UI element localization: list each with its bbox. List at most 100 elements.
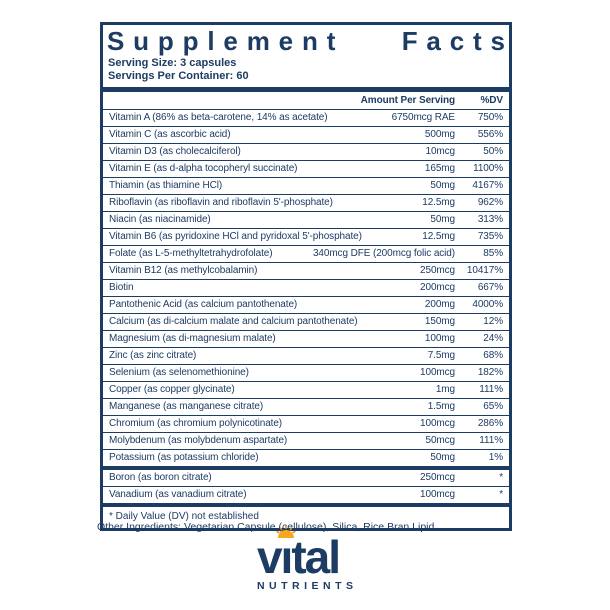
nutrient-amount: 10mcg — [425, 146, 455, 157]
nutrient-row: Thiamin (as thiamine HCl) 50mg 4167% — [103, 178, 509, 195]
nutrient-dv: 12% — [483, 316, 503, 327]
serving-info: Serving Size: 3 capsules Servings Per Co… — [103, 57, 509, 83]
brand-logo: v ı tal NUTRIENTS — [256, 526, 353, 592]
nutrient-dv: 10417% — [466, 265, 503, 276]
sun-icon — [276, 526, 296, 538]
brand-name: v ı tal — [256, 526, 353, 583]
nutrient-dv: 68% — [483, 350, 503, 361]
nutrient-name: Vitamin B12 (as methylcobalamin) — [109, 265, 258, 276]
nutrient-row: Potassium (as potassium chloride) 50mg 1… — [103, 450, 509, 466]
nutrient-name: Vitamin D3 (as cholecalciferol) — [109, 146, 241, 157]
other-ingredients: Other Ingredients: Vegetarian Capsule (c… — [97, 521, 438, 533]
nutrient-amount: 50mg — [430, 180, 455, 191]
nutrient-amount: 7.5mg — [427, 350, 455, 361]
nutrient-row: Copper (as copper glycinate) 1mg 111% — [103, 382, 509, 399]
nutrient-dv: 111% — [479, 384, 503, 395]
nutrient-name: Manganese (as manganese citrate) — [109, 401, 264, 412]
facts-title-word-2: Facts — [401, 26, 514, 56]
facts-title: Supplement Facts — [103, 25, 509, 57]
nutrient-name: Thiamin (as thiamine HCl) — [109, 180, 223, 191]
column-header-row: Amount Per Serving %DV — [103, 92, 509, 110]
brand-letter-i: ı — [276, 526, 296, 583]
nutrient-amount: 250mcg — [420, 472, 455, 483]
brand-letters-tal: tal — [291, 531, 341, 583]
nutrient-dv: * — [499, 472, 503, 483]
nutrient-dv: 50% — [483, 146, 503, 157]
nutrient-dv: 556% — [477, 129, 503, 140]
nutrient-dv: 24% — [483, 333, 503, 344]
nutrient-name: Vitamin E (as d-alpha tocopheryl succina… — [109, 163, 298, 174]
no-dv-section-divider — [103, 466, 509, 470]
brand-subtext: NUTRIENTS — [257, 580, 353, 592]
supplement-facts-panel: Supplement Facts Serving Size: 3 capsule… — [100, 22, 512, 531]
nutrient-name: Biotin — [109, 282, 134, 293]
nutrient-row: Molybdenum (as molybdenum aspartate) 50m… — [103, 433, 509, 450]
nutrient-row: Magnesium (as di-magnesium malate) 100mg… — [103, 331, 509, 348]
amount-per-serving-header: Amount Per Serving — [360, 95, 455, 106]
nutrient-dv: 4167% — [472, 180, 503, 191]
nutrient-amount: 50mg — [430, 452, 455, 463]
nutrient-dv: 1100% — [473, 163, 503, 174]
brand-letter-v: v — [256, 531, 283, 583]
serving-size: Serving Size: 3 capsules — [108, 57, 237, 69]
nutrient-name: Selenium (as selenomethionine) — [109, 367, 249, 378]
nutrient-row: Vanadium (as vanadium citrate) 100mcg * — [103, 487, 509, 503]
nutrient-row: Vitamin A (86% as beta-carotene, 14% as … — [103, 110, 509, 127]
nutrient-amount: 250mcg — [420, 265, 455, 276]
nutrient-name: Chromium (as chromium polynicotinate) — [109, 418, 283, 429]
dv-footnote: * Daily Value (DV) not established — [109, 511, 259, 522]
no-dv-nutrient-rows: Boron (as boron citrate) 250mcg * Vanadi… — [103, 470, 509, 503]
nutrient-row: Riboflavin (as riboflavin and riboflavin… — [103, 195, 509, 212]
nutrient-dv: 111% — [479, 435, 503, 446]
nutrient-dv: 735% — [477, 231, 503, 242]
nutrient-name: Riboflavin (as riboflavin and riboflavin… — [109, 197, 333, 208]
nutrient-amount: 340mcg DFE (200mcg folic acid) — [312, 248, 455, 259]
nutrient-row: Pantothenic Acid (as calcium pantothenat… — [103, 297, 509, 314]
nutrient-row: Manganese (as manganese citrate) 1.5mg 6… — [103, 399, 509, 416]
nutrient-dv: 750% — [477, 112, 503, 123]
nutrient-row: Boron (as boron citrate) 250mcg * — [103, 470, 509, 487]
nutrient-amount: 12.5mg — [422, 231, 455, 242]
nutrient-amount: 6750mcg RAE — [391, 112, 455, 123]
nutrient-name: Boron (as boron citrate) — [109, 472, 212, 483]
nutrient-amount: 1mg — [435, 384, 455, 395]
nutrient-row: Vitamin D3 (as cholecalciferol) 10mcg 50… — [103, 144, 509, 161]
nutrient-name: Vanadium (as vanadium citrate) — [109, 489, 247, 500]
servings-per-container: Servings Per Container: 60 — [108, 70, 249, 82]
nutrient-row: Selenium (as selenomethionine) 100mcg 18… — [103, 365, 509, 382]
nutrient-name: Pantothenic Acid (as calcium pantothenat… — [109, 299, 298, 310]
nutrient-name: Zinc (as zinc citrate) — [109, 350, 197, 361]
nutrient-row: Vitamin B6 (as pyridoxine HCl and pyrido… — [103, 229, 509, 246]
brand-letter-i-stem: ı — [280, 531, 294, 583]
nutrient-row: Biotin 200mcg 667% — [103, 280, 509, 297]
nutrient-name: Molybdenum (as molybdenum aspartate) — [109, 435, 288, 446]
nutrient-dv: 85% — [483, 248, 503, 259]
nutrient-row: Folate (as L-5-methyltetrahydrofolate) 3… — [103, 246, 509, 263]
nutrient-name: Vitamin C (as ascorbic acid) — [109, 129, 231, 140]
nutrient-row: Vitamin E (as d-alpha tocopheryl succina… — [103, 161, 509, 178]
nutrient-row: Calcium (as di-calcium malate and calciu… — [103, 314, 509, 331]
nutrient-amount: 1.5mg — [427, 401, 455, 412]
nutrient-amount: 50mcg — [425, 435, 455, 446]
nutrient-amount: 100mg — [424, 333, 455, 344]
nutrient-name: Vitamin A (86% as beta-carotene, 14% as … — [109, 112, 328, 123]
nutrient-row: Vitamin B12 (as methylcobalamin) 250mcg … — [103, 263, 509, 280]
nutrient-row: Zinc (as zinc citrate) 7.5mg 68% — [103, 348, 509, 365]
nutrient-dv: 1% — [488, 452, 503, 463]
nutrient-dv: 667% — [477, 282, 503, 293]
nutrient-dv: 4000% — [472, 299, 503, 310]
nutrient-amount: 500mg — [424, 129, 455, 140]
nutrient-name: Copper (as copper glycinate) — [109, 384, 235, 395]
nutrient-amount: 12.5mg — [422, 197, 455, 208]
nutrient-amount: 200mg — [424, 299, 455, 310]
nutrient-amount: 100mcg — [420, 418, 455, 429]
nutrient-amount: 100mcg — [420, 367, 455, 378]
nutrient-name: Calcium (as di-calcium malate and calciu… — [109, 316, 358, 327]
facts-title-word-1: Supplement — [107, 26, 345, 56]
nutrient-name: Niacin (as niacinamide) — [109, 214, 211, 225]
nutrient-dv: * — [499, 489, 503, 500]
nutrient-row: Niacin (as niacinamide) 50mg 313% — [103, 212, 509, 229]
brand-subtext-label: NUTRIENTS — [256, 580, 358, 592]
nutrient-amount: 100mcg — [420, 489, 455, 500]
nutrient-amount: 150mg — [424, 316, 455, 327]
